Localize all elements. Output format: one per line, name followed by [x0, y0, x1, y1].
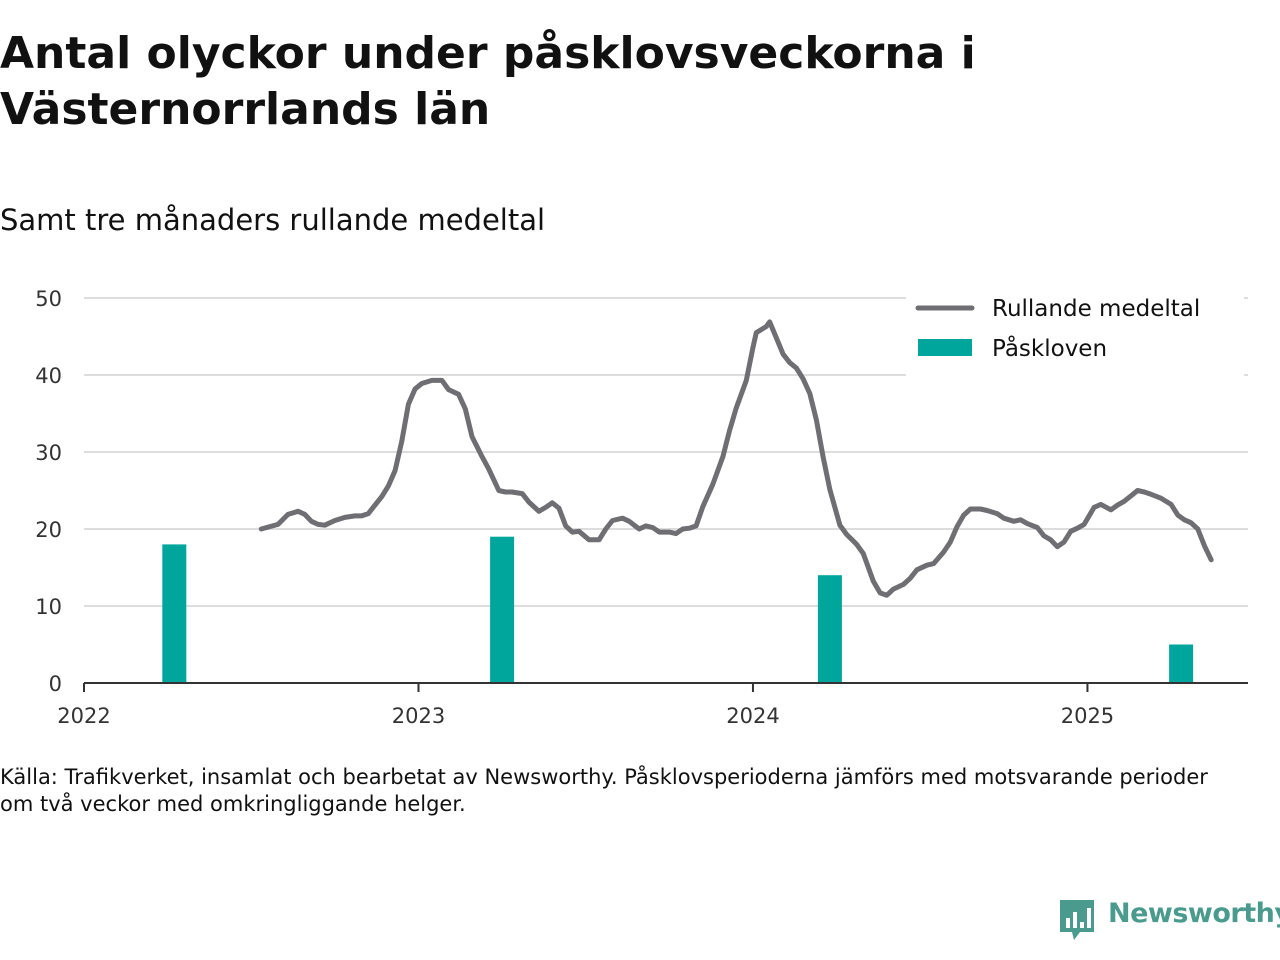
line-series	[258, 319, 1214, 598]
bar-paskloven	[162, 544, 187, 683]
y-tick-label: 20	[35, 518, 62, 542]
bar-paskloven	[817, 575, 842, 683]
y-tick-label: 50	[35, 287, 62, 311]
y-tick-label: 0	[49, 672, 62, 696]
bars	[162, 536, 1194, 683]
legend-label-easter-break: Påskloven	[992, 334, 1107, 362]
x-tick-label: 2022	[57, 704, 110, 728]
newsworthy-logo-text: Newsworthy	[1108, 898, 1280, 929]
chart-title: Antal olyckor under påsklovsveckorna i V…	[0, 28, 976, 135]
newsworthy-logo: Newsworthy	[1058, 896, 1280, 946]
source-line-2: om två veckor med omkringliggande helger…	[0, 792, 466, 816]
source-line-1: Källa: Trafikverket, insamlat och bearbe…	[0, 765, 1208, 789]
bar-paskloven	[490, 536, 515, 683]
x-tick-label: 2025	[1061, 704, 1114, 728]
source-note: Källa: Trafikverket, insamlat och bearbe…	[0, 764, 1220, 818]
chart: 0 10 20 30 40 50 2022 2023 2024 2025 Rullande me…	[35, 287, 1248, 728]
legend-label-rolling-average: Rullande medeltal	[992, 296, 1200, 322]
x-axis: 2022 2023 2024 2025	[57, 682, 1248, 728]
x-tick-label: 2023	[392, 704, 445, 728]
y-tick-label: 30	[35, 441, 62, 465]
y-tick-label: 10	[35, 595, 62, 619]
y-axis-tick-labels: 0 10 20 30 40 50	[35, 287, 62, 696]
x-tick-label: 2024	[726, 704, 779, 728]
legend: Rullande medeltal Påskloven	[906, 292, 1244, 378]
line-rullande-medeltal	[258, 319, 1214, 598]
bar-paskloven	[1169, 644, 1194, 683]
chart-subtitle: Samt tre månaders rullande medeltal	[0, 203, 546, 237]
legend-bar-swatch	[918, 339, 972, 356]
y-tick-label: 40	[35, 364, 62, 388]
newsworthy-logo-icon	[1060, 900, 1094, 940]
